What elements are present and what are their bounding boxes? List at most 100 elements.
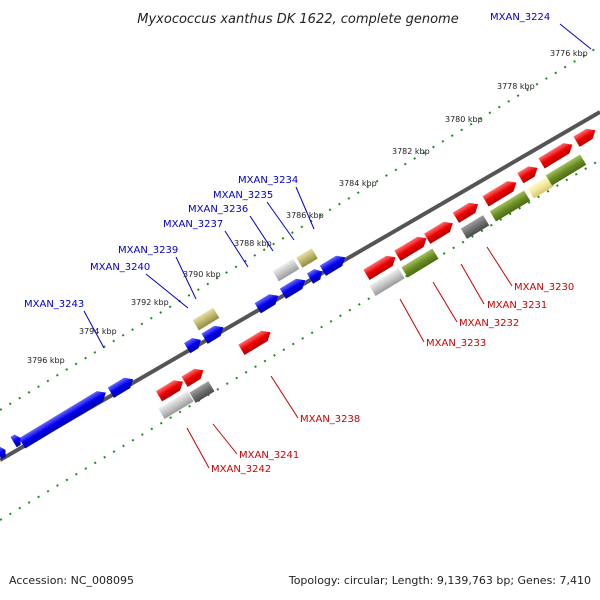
gene-label[interactable]: MXAN_3236 [188,204,248,215]
gene-label[interactable]: MXAN_3242 [211,464,271,475]
kbp-tick-label: 3796 kbp [27,356,65,365]
gene-feature[interactable] [363,252,398,280]
gene-body [18,391,106,449]
gene-feature[interactable] [107,374,136,398]
label-connector-line [270,375,299,419]
gene-feature[interactable] [155,377,186,402]
gene-label[interactable]: MXAN_3235 [213,190,273,201]
gene-feature[interactable] [201,322,226,344]
gene-feature[interactable] [10,433,23,448]
gene-body [306,269,322,284]
gene-label[interactable]: MXAN_3231 [487,300,547,311]
label-connector-line [432,281,458,323]
gene-feature[interactable] [192,307,220,331]
gene-body [538,143,573,169]
label-connector-line [186,427,210,469]
gene-feature[interactable] [489,190,531,222]
gene-body [184,338,201,354]
gene-label[interactable]: MXAN_3233 [426,338,486,349]
gene-feature[interactable] [482,178,519,207]
gene-body [369,268,405,296]
label-connector-line [399,298,425,343]
gene-feature[interactable] [272,258,300,282]
kbp-tick-label: 3790 kbp [183,270,221,279]
gene-label[interactable]: MXAN_3241 [239,450,299,461]
gene-body [254,294,279,314]
gene-body [363,255,396,280]
gene-body [424,221,453,244]
inner-scale-track [0,159,600,521]
label-connector-line [175,256,197,300]
label-connector-line [460,263,485,305]
gene-feature[interactable] [538,140,575,169]
gene-label[interactable]: MXAN_3239 [118,245,178,256]
gene-body [394,236,427,261]
gene-label[interactable]: MXAN_3230 [514,282,574,293]
gene-label[interactable]: MXAN_3237 [163,219,223,230]
label-connector-line [224,230,249,268]
gene-feature[interactable] [517,163,540,184]
gene-feature[interactable] [189,381,215,403]
gene-feature[interactable] [184,335,204,354]
kbp-tick-label: 3786 kbp [286,211,324,220]
gene-feature[interactable] [18,387,109,449]
kbp-tick-label: 3794 kbp [79,327,117,336]
gene-feature[interactable] [279,275,308,299]
kbp-tick-label: 3792 kbp [131,298,169,307]
gene-label[interactable]: MXAN_3232 [459,318,519,329]
accession-text: Accession: NC_008095 [9,574,135,587]
gene-body [272,258,300,282]
kbp-tick-label: 3778 kbp [497,82,535,91]
gene-body [401,248,439,278]
gene-label[interactable]: MXAN_3224 [490,12,550,23]
gene-feature[interactable] [181,365,206,387]
gene-label[interactable]: MXAN_3243 [24,299,84,310]
gene-body [545,154,587,186]
gene-body [296,248,318,268]
gene-feature[interactable] [254,291,282,314]
kbp-ticks: 3776 kbp 3778 kbp 3780 kbp 3782 kbp 3784 kbp… [27,49,588,365]
gene-feature[interactable] [306,266,325,284]
gene-label[interactable]: MXAN_3234 [238,175,298,186]
gene-feature[interactable] [394,233,429,261]
gene-body [201,325,224,344]
gene-feature[interactable] [296,248,318,268]
label-connector-line [249,215,274,252]
gene-feature[interactable] [369,268,405,296]
gene-feature[interactable] [0,445,9,460]
gene-feature[interactable] [401,248,439,278]
gene-body [238,330,271,355]
kbp-tick-label: 3788 kbp [234,239,272,248]
label-connector-line [145,273,189,309]
gene-body [482,181,517,207]
outer-scale-track [0,45,600,411]
kbp-tick-label: 3780 kbp [445,115,483,124]
label-connector-line [212,423,238,455]
gene-body [527,175,555,199]
label-connector-line [559,23,592,50]
gene-body [279,278,306,299]
gene-body [192,307,220,331]
gene-feature[interactable] [319,252,348,276]
gene-feature[interactable] [238,327,273,355]
gene-feature[interactable] [545,154,587,186]
label-connectors [83,23,592,469]
gene-body [155,380,183,402]
gene-feature[interactable] [452,199,481,223]
gene-feature[interactable] [527,175,555,199]
gene-body [107,377,134,398]
gene-label[interactable]: MXAN_3238 [300,414,360,425]
gene-feature[interactable] [573,125,598,147]
kbp-tick-label: 3776 kbp [550,49,588,58]
gene-labels: MXAN_3224 MXAN_3234 MXAN_3235 MXAN_3236 MXAN… [24,12,574,475]
gene-feature[interactable] [158,391,194,419]
gene-body [0,446,6,460]
gene-body [10,434,21,448]
gene-feature[interactable] [424,218,456,244]
gene-body [158,391,194,419]
gene-feature[interactable] [460,215,490,239]
gene-body [517,166,538,184]
gene-label[interactable]: MXAN_3240 [90,262,150,273]
